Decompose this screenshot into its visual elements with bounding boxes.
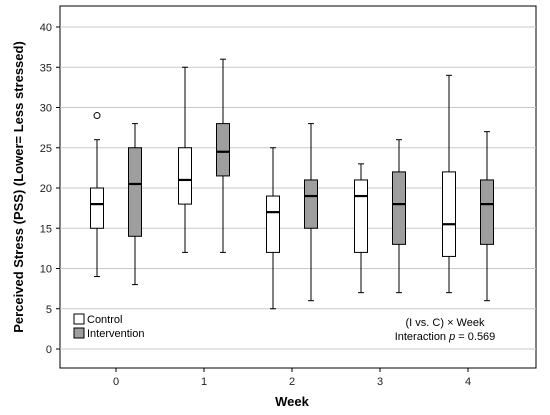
- box-control-week-2: [266, 147, 280, 310]
- y-tick-label-0: 0: [46, 344, 52, 356]
- box-iqr: [354, 179, 368, 253]
- box-control-week-4: [442, 74, 456, 294]
- box-intervention-week-4: [480, 131, 494, 302]
- outlier-point-0: [93, 112, 101, 120]
- box-series: [90, 58, 494, 310]
- y-tick-label-15: 15: [40, 223, 52, 235]
- y-tick-label-5: 5: [46, 304, 52, 316]
- y-tick-label-35: 35: [40, 62, 52, 74]
- box-control-week-3: [354, 163, 368, 294]
- legend-label-control: Control: [87, 314, 122, 326]
- box-iqr: [442, 171, 456, 257]
- box-iqr: [178, 147, 192, 205]
- legend-swatch-control: [73, 313, 85, 325]
- annotation-line-2: Interaction p = 0.569: [395, 331, 496, 343]
- y-axis-ticks: 0 5 10 15 20 25 30 35 40: [40, 22, 60, 356]
- box-iqr: [266, 195, 280, 253]
- x-tick-label-2: 2: [289, 376, 295, 388]
- y-tick-label-30: 30: [40, 103, 52, 115]
- box-iqr: [304, 179, 318, 229]
- interaction-annotation: (I vs. C) × Week Interaction p = 0.569: [395, 317, 496, 343]
- x-tick-label-1: 1: [201, 376, 207, 388]
- annotation-p-symbol: p: [448, 331, 455, 343]
- annotation-suffix: = 0.569: [455, 331, 495, 343]
- box-iqr: [480, 179, 494, 245]
- box-control-week-1: [178, 66, 192, 253]
- x-tick-label-3: 3: [377, 376, 383, 388]
- box-iqr: [392, 171, 406, 245]
- x-tick-label-4: 4: [465, 376, 471, 388]
- y-axis-title: Perceived Stress (PSS) (Lower= Less stre…: [11, 41, 26, 333]
- box-iqr: [216, 123, 230, 177]
- legend-label-intervention: Intervention: [87, 328, 144, 340]
- legend: Control Intervention: [73, 313, 144, 340]
- box-iqr: [90, 187, 104, 229]
- box-iqr: [128, 147, 142, 237]
- box-intervention-week-0: [128, 123, 142, 286]
- legend-swatch-intervention: [73, 327, 85, 339]
- grid-lines: [60, 26, 536, 350]
- x-axis-title: Week: [275, 394, 309, 409]
- x-tick-label-0: 0: [113, 376, 119, 388]
- annotation-line-1: (I vs. C) × Week: [406, 317, 485, 329]
- box-control-week-0: [90, 112, 104, 278]
- box-intervention-week-1: [216, 58, 230, 253]
- y-tick-label-10: 10: [40, 264, 52, 276]
- annotation-prefix: Interaction: [395, 331, 449, 343]
- y-tick-label-40: 40: [40, 22, 52, 34]
- box-intervention-week-2: [304, 123, 318, 302]
- y-tick-label-25: 25: [40, 143, 52, 155]
- box-intervention-week-3: [392, 139, 406, 294]
- x-axis-ticks: 0 1 2 3 4: [113, 368, 471, 388]
- y-tick-label-20: 20: [40, 183, 52, 195]
